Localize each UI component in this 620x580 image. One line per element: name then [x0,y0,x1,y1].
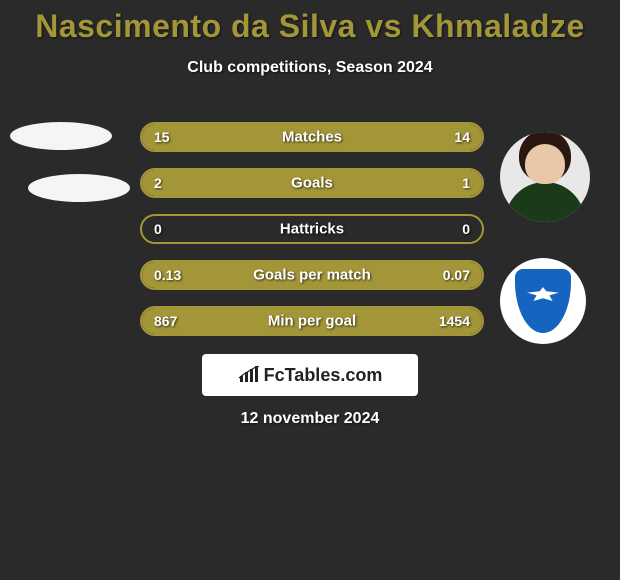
brand-badge[interactable]: FcTables.com [202,354,418,396]
stats-container: 15 Matches 14 2 Goals 1 0 Hattricks 0 0.… [140,122,484,352]
stat-value-left: 0 [154,221,162,237]
stat-value-left: 867 [154,313,177,329]
stat-value-right: 14 [454,129,470,145]
stat-value-right: 1454 [439,313,470,329]
player-right-photo [500,132,590,222]
stat-value-right: 0.07 [443,267,470,283]
player-right-club-logo [500,258,586,344]
comparison-subtitle: Club competitions, Season 2024 [0,59,620,77]
player-left-photo-placeholder [10,122,112,150]
player-left-club-placeholder [28,174,130,202]
comparison-title: Nascimento da Silva vs Khmaladze [0,0,620,45]
stat-row-goals: 2 Goals 1 [140,168,484,198]
player-left-avatars [10,122,130,202]
stat-row-goals-per-match: 0.13 Goals per match 0.07 [140,260,484,290]
stat-label: Min per goal [268,313,356,330]
stat-value-left: 0.13 [154,267,181,283]
stat-value-left: 15 [154,129,170,145]
stat-label: Matches [282,129,342,146]
player-right-avatars [500,132,590,344]
stat-row-hattricks: 0 Hattricks 0 [140,214,484,244]
stat-value-right: 1 [462,175,470,191]
brand-text: FcTables.com [264,365,383,386]
stat-label: Hattricks [280,221,344,238]
bar-left [142,170,370,196]
stat-value-right: 0 [462,221,470,237]
stat-label: Goals per match [253,267,371,284]
stat-row-min-per-goal: 867 Min per goal 1454 [140,306,484,336]
stat-value-left: 2 [154,175,162,191]
comparison-date: 12 november 2024 [0,410,620,428]
shield-icon [515,269,571,333]
stat-label: Goals [291,175,333,192]
bar-chart-icon [238,366,260,384]
stat-row-matches: 15 Matches 14 [140,122,484,152]
